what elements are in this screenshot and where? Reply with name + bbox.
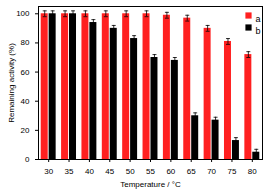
svg-text:60: 60 xyxy=(166,167,175,176)
svg-text:30: 30 xyxy=(44,167,53,176)
svg-text:100: 100 xyxy=(16,9,30,18)
svg-text:b: b xyxy=(256,26,261,36)
svg-text:75: 75 xyxy=(228,167,237,176)
svg-text:70: 70 xyxy=(207,167,216,176)
svg-text:40: 40 xyxy=(85,167,94,176)
svg-text:65: 65 xyxy=(187,167,196,176)
svg-text:80: 80 xyxy=(248,167,257,176)
svg-text:40: 40 xyxy=(21,97,30,106)
svg-text:Temperature / °C: Temperature / °C xyxy=(120,180,181,189)
svg-text:80: 80 xyxy=(21,38,30,47)
svg-text:35: 35 xyxy=(65,167,74,176)
svg-text:Remaining activity (%): Remaining activity (%) xyxy=(7,43,16,123)
svg-text:50: 50 xyxy=(126,167,135,176)
svg-text:20: 20 xyxy=(21,126,30,135)
svg-text:60: 60 xyxy=(21,68,30,77)
svg-text:45: 45 xyxy=(105,167,114,176)
svg-text:a: a xyxy=(256,14,261,24)
svg-text:0: 0 xyxy=(25,155,30,164)
svg-text:55: 55 xyxy=(146,167,155,176)
